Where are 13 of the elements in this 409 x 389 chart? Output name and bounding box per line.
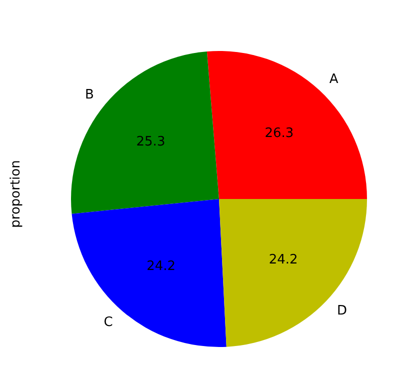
pie-slice (72, 199, 226, 347)
pie-slice (219, 199, 367, 347)
data-label: 26.3 (264, 126, 294, 142)
slice-label: A (329, 72, 338, 87)
data-label: 25.3 (136, 134, 166, 150)
data-label: 24.2 (146, 258, 176, 274)
text: proportion (8, 160, 24, 228)
pie-slice (71, 51, 219, 214)
pie-slice (206, 51, 367, 199)
data-label: 24.2 (268, 252, 298, 268)
slice-label: B (84, 87, 94, 102)
slice-label: D (336, 304, 347, 319)
slice-label: C (104, 314, 113, 330)
